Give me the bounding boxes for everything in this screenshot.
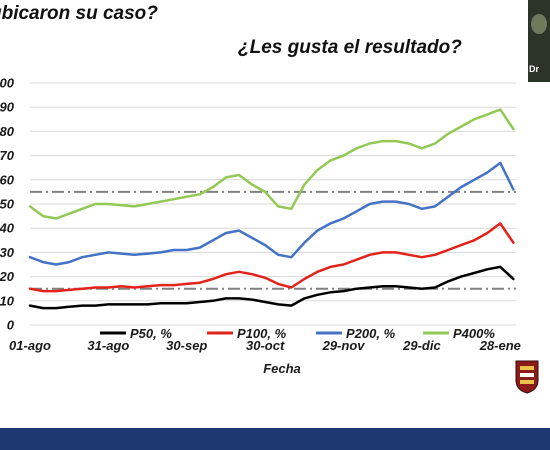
university-crest-icon <box>515 360 539 394</box>
x-tick-label-30-sep: 30-sep <box>166 338 207 353</box>
legend-label-4: P400% <box>453 326 495 341</box>
presenter-name-label: Dr <box>529 64 540 74</box>
chart-legend: P50, % P100, % P200, % P400% <box>100 326 495 341</box>
presenter-video-thumbnail[interactable]: Dr <box>528 0 550 82</box>
series-line-3 <box>28 161 515 266</box>
x-tick-label-01-ago: 01-ago <box>9 338 51 353</box>
y-tick-label-0: 0 <box>7 318 15 333</box>
y-tick-label-50: 50 <box>0 197 15 212</box>
footer-bar <box>0 428 550 450</box>
series-line-4 <box>28 108 515 220</box>
y-tick-label-60: 60 <box>0 172 15 187</box>
legend-label-1: P50, % <box>130 326 172 341</box>
y-tick-label-80: 80 <box>0 124 15 139</box>
y-tick-label-30: 30 <box>0 245 15 260</box>
y-tick-label-20: 20 <box>0 269 15 284</box>
x-tick-label-30-oct: 30-oct <box>246 338 285 353</box>
reference-lines <box>30 190 516 290</box>
presenter-avatar <box>531 14 547 34</box>
x-tick-label-29-dic: 29-dic <box>402 338 441 353</box>
legend-label-2: P100, % <box>237 326 287 341</box>
x-tick-label-29-nov: 29-nov <box>322 338 366 353</box>
series-line-2 <box>28 222 515 293</box>
y-tick-label-10: 10 <box>0 293 15 308</box>
slide-question-1: ubicaron su caso? <box>0 3 158 24</box>
chart-series-lines <box>28 108 515 310</box>
legend-label-3: P200, % <box>346 326 396 341</box>
y-axis-tick-labels: 0 10 20 30 40 50 60 70 80 90 100 <box>0 76 15 333</box>
y-tick-label-100: 100 <box>0 76 15 91</box>
y-tick-label-90: 90 <box>0 100 15 115</box>
y-tick-label-40: 40 <box>0 221 15 236</box>
line-chart: 0 10 20 30 40 50 60 70 80 90 100 01-ago 31-ago 30-se… <box>0 76 521 377</box>
y-tick-label-70: 70 <box>0 148 15 163</box>
series-line-1 <box>28 265 515 310</box>
chart-grid <box>30 82 516 326</box>
x-tick-label-31-ago: 31-ago <box>87 338 129 353</box>
x-axis-label: Fecha <box>263 361 301 376</box>
x-axis-tick-labels: 01-ago 31-ago 30-sep 30-oct 29-nov 29-dic 28-e… <box>9 338 521 353</box>
slide-question-2: ¿Les gusta el resultado? <box>238 37 462 58</box>
x-tick-label-28-ene: 28-ene <box>479 338 521 353</box>
